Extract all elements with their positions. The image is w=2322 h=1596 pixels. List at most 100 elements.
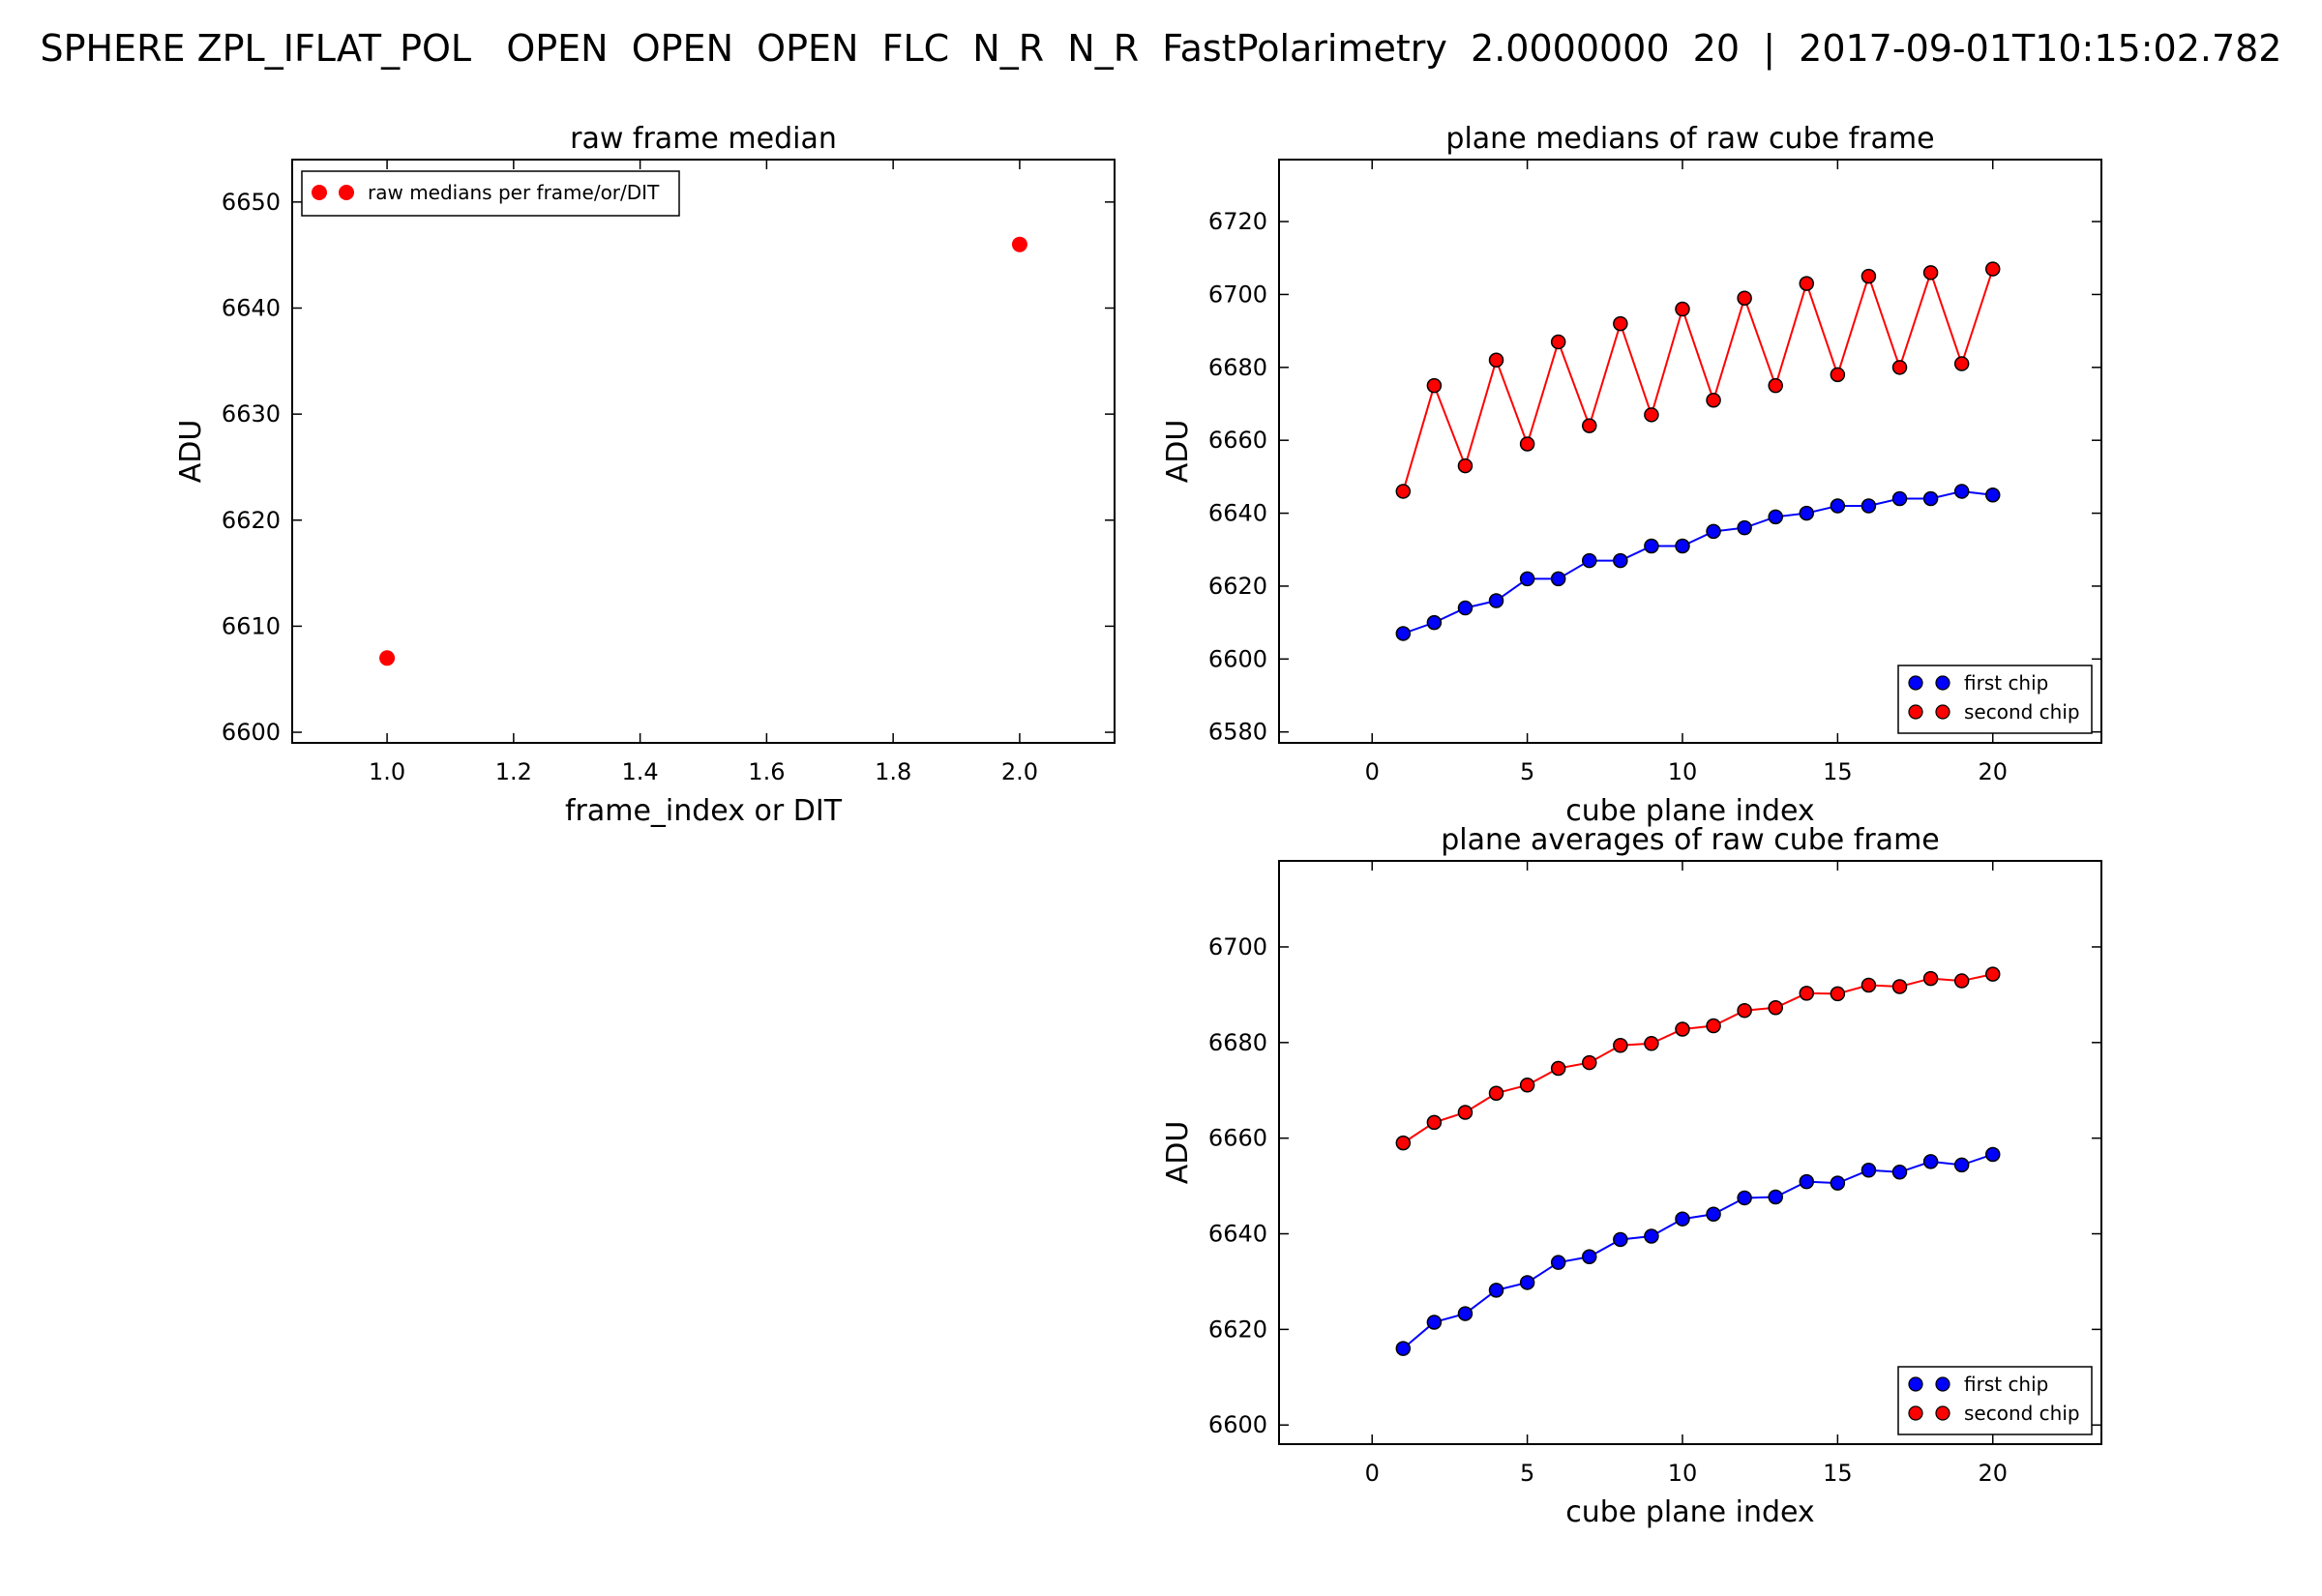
data-point bbox=[1830, 367, 1846, 383]
data-point bbox=[1984, 966, 2001, 982]
data-point bbox=[1706, 1206, 1721, 1223]
data-point bbox=[1922, 265, 1939, 281]
data-point bbox=[1488, 1085, 1504, 1101]
x-axis-label: cube plane index bbox=[1565, 794, 1814, 828]
data-point bbox=[1891, 490, 1908, 507]
legend-marker bbox=[1935, 1405, 1950, 1421]
x-tick-label: 1.6 bbox=[748, 758, 785, 785]
data-point bbox=[1426, 1114, 1443, 1131]
data-point bbox=[1550, 1255, 1566, 1270]
data-point bbox=[1457, 600, 1474, 616]
data-point bbox=[1891, 360, 1908, 375]
data-point bbox=[1519, 571, 1535, 587]
data-point bbox=[1768, 1189, 1783, 1205]
y-tick-label: 6600 bbox=[1208, 645, 1267, 672]
data-point bbox=[1861, 977, 1877, 993]
data-point bbox=[1675, 1021, 1690, 1037]
x-tick-label: 1.2 bbox=[495, 758, 532, 785]
data-point bbox=[1737, 519, 1752, 536]
data-point bbox=[1488, 1283, 1504, 1298]
data-point bbox=[1550, 571, 1566, 587]
data-point bbox=[1613, 1038, 1628, 1053]
data-point bbox=[1953, 1157, 1970, 1173]
y-tick-label: 6620 bbox=[1208, 1315, 1267, 1343]
legend-label: first chip bbox=[1964, 1373, 2048, 1396]
data-point bbox=[1799, 986, 1815, 1001]
data-point bbox=[1395, 626, 1412, 641]
legend: raw medians per frame/or/DIT bbox=[301, 170, 680, 217]
data-point bbox=[1457, 1306, 1474, 1321]
data-point bbox=[1861, 498, 1877, 514]
series-line bbox=[1402, 268, 1994, 492]
chart-title: raw frame median bbox=[570, 122, 837, 156]
y-tick-label: 6650 bbox=[222, 189, 281, 216]
data-point bbox=[1768, 509, 1783, 525]
data-point bbox=[1953, 973, 1970, 989]
x-tick-label: 0 bbox=[1365, 758, 1380, 785]
data-point bbox=[1613, 552, 1628, 569]
x-axis-label: frame_index or DIT bbox=[565, 794, 843, 828]
data-point bbox=[1768, 999, 1783, 1016]
data-point bbox=[1984, 1146, 2001, 1163]
data-point bbox=[1395, 1341, 1412, 1356]
data-point bbox=[1768, 377, 1783, 394]
data-point bbox=[1550, 1060, 1566, 1077]
x-tick-label: 5 bbox=[1520, 758, 1534, 785]
axes-frame bbox=[291, 159, 1116, 744]
data-point bbox=[1984, 261, 2001, 277]
legend-box bbox=[301, 170, 680, 217]
legend: first chip second chip bbox=[1897, 1366, 2093, 1435]
data-point bbox=[1675, 301, 1690, 317]
data-point bbox=[1922, 970, 1939, 987]
y-tick-label: 6640 bbox=[222, 294, 281, 321]
chart-title: plane averages of raw cube frame bbox=[1441, 823, 1940, 857]
x-tick-label: 20 bbox=[1978, 758, 2008, 785]
data-point bbox=[1644, 538, 1659, 554]
y-tick-label: 6720 bbox=[1208, 208, 1267, 235]
legend-label: second chip bbox=[1964, 700, 2080, 724]
data-point bbox=[1830, 1175, 1846, 1191]
data-point bbox=[1519, 436, 1535, 452]
y-tick-label: 6610 bbox=[222, 612, 281, 639]
data-point bbox=[1675, 1211, 1690, 1227]
data-point bbox=[1861, 268, 1877, 284]
data-point bbox=[1613, 1231, 1628, 1248]
data-point bbox=[379, 650, 396, 666]
data-point bbox=[1519, 1078, 1535, 1093]
legend: first chip second chip bbox=[1897, 665, 2093, 734]
data-point bbox=[1644, 407, 1659, 423]
data-point bbox=[1861, 1163, 1877, 1178]
data-point bbox=[1519, 1275, 1535, 1290]
data-point bbox=[1395, 484, 1412, 499]
data-point bbox=[1706, 523, 1721, 540]
y-tick-label: 6640 bbox=[1208, 500, 1267, 527]
data-point bbox=[1426, 1315, 1443, 1330]
x-tick-label: 5 bbox=[1520, 1460, 1534, 1487]
data-point bbox=[1799, 1173, 1815, 1190]
legend-label: raw medians per frame/or/DIT bbox=[368, 181, 660, 204]
legend-label: second chip bbox=[1964, 1402, 2080, 1425]
data-point bbox=[1426, 377, 1443, 394]
data-point bbox=[1953, 356, 1970, 371]
x-tick-label: 0 bbox=[1365, 1460, 1380, 1487]
data-point bbox=[1488, 352, 1504, 369]
legend-marker bbox=[1935, 704, 1950, 720]
data-point bbox=[1675, 538, 1690, 554]
legend-marker bbox=[1908, 675, 1923, 691]
data-point bbox=[1922, 1154, 1939, 1169]
chart-title: plane medians of raw cube frame bbox=[1445, 122, 1934, 156]
data-point bbox=[1891, 1165, 1908, 1180]
data-point bbox=[1984, 487, 2001, 503]
data-point bbox=[1644, 1036, 1659, 1051]
data-point bbox=[1395, 1135, 1412, 1151]
x-tick-label: 10 bbox=[1668, 758, 1698, 785]
y-tick-label: 6630 bbox=[222, 400, 281, 428]
data-point bbox=[1582, 418, 1597, 433]
data-point bbox=[1644, 1228, 1659, 1244]
y-axis-label: ADU bbox=[1161, 420, 1195, 484]
legend-box bbox=[1897, 665, 2093, 734]
y-axis-label: ADU bbox=[1161, 1121, 1195, 1185]
legend-marker bbox=[1908, 1376, 1923, 1392]
x-axis-label: cube plane index bbox=[1565, 1495, 1814, 1529]
